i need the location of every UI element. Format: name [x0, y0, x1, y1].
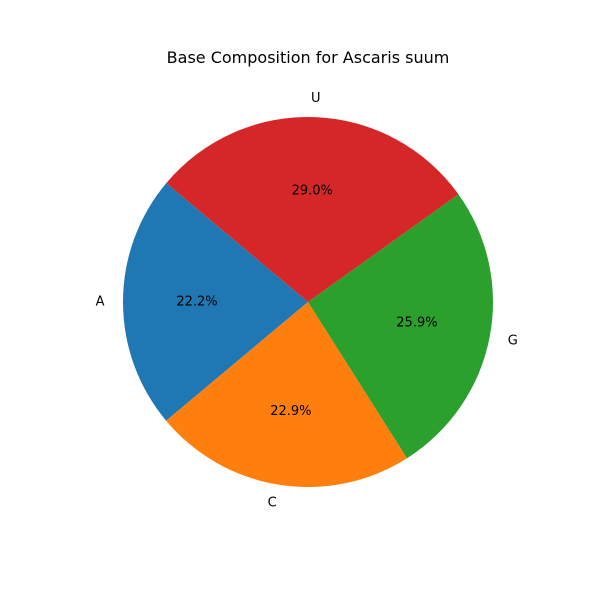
pie-slice-g — [308, 194, 493, 459]
percent-label-g: 25.9% — [396, 316, 437, 331]
pie-slice-c — [166, 302, 408, 487]
slice-label-c: C — [268, 496, 277, 511]
pie-slices — [122, 117, 493, 487]
pie-labels: A 22.2% C 22.9% G 25.9% U 29.0% — [96, 91, 518, 510]
slice-label-u: U — [311, 91, 321, 106]
slice-label-g: G — [508, 333, 518, 348]
percent-label-a: 22.2% — [176, 294, 217, 309]
slice-label-a: A — [96, 294, 105, 309]
percent-label-c: 22.9% — [270, 404, 311, 419]
pie-slice-u — [166, 117, 459, 302]
pie-slice-a — [122, 183, 308, 421]
chart-title: Base Composition for Ascaris suum — [167, 48, 450, 67]
percent-label-u: 29.0% — [292, 184, 333, 199]
